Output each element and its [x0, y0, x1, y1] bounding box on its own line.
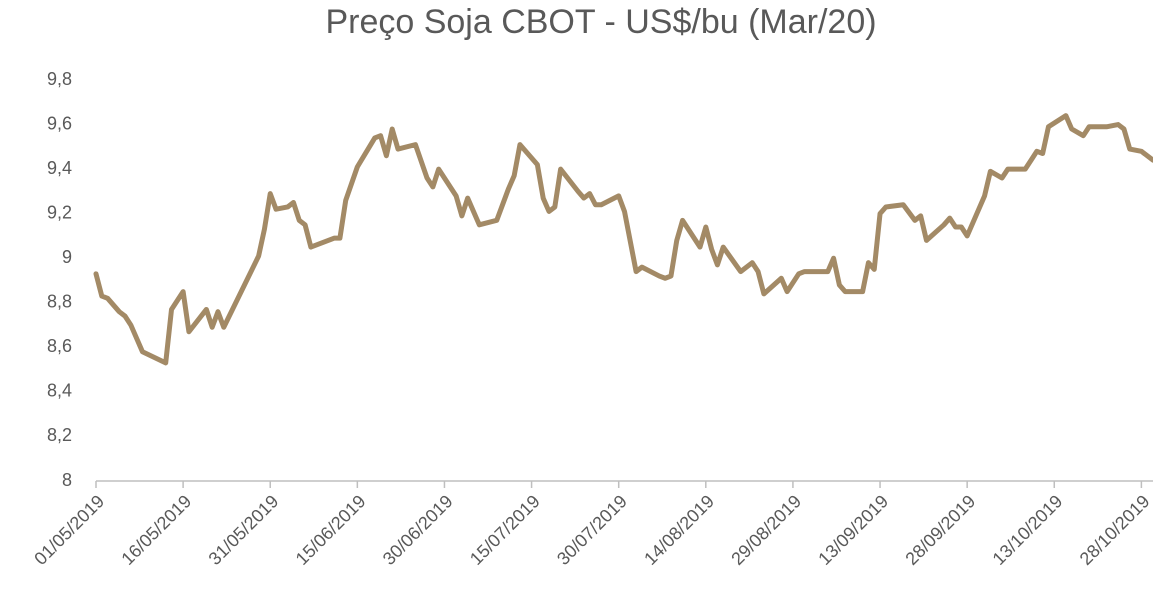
- y-tick-label: 9: [62, 247, 72, 267]
- x-tick-label: 29/08/2019: [727, 491, 805, 569]
- x-tick-label: 16/05/2019: [117, 491, 195, 569]
- x-tick-label: 28/10/2019: [1076, 491, 1153, 569]
- x-tick-label: 28/09/2019: [901, 491, 979, 569]
- y-tick-label: 8,6: [47, 336, 72, 356]
- x-tick-label: 14/08/2019: [640, 491, 718, 569]
- x-tick-label: 15/07/2019: [466, 491, 544, 569]
- x-tick-label: 15/06/2019: [292, 491, 370, 569]
- price-line: [93, 113, 1153, 366]
- y-tick-label: 8: [62, 470, 72, 490]
- y-tick-label: 9,4: [47, 158, 72, 178]
- y-tick-label: 9,8: [47, 69, 72, 89]
- chart-title: Preço Soja CBOT - US$/bu (Mar/20): [325, 3, 876, 41]
- x-tick-label: 13/10/2019: [989, 491, 1067, 569]
- y-tick-label: 9,6: [47, 113, 72, 133]
- y-tick-label: 9,2: [47, 202, 72, 222]
- x-tick-label: 01/05/2019: [30, 491, 108, 569]
- y-tick-label: 8,8: [47, 292, 72, 312]
- y-tick-label: 8,4: [47, 381, 72, 401]
- x-tick-label: 30/06/2019: [379, 491, 457, 569]
- y-tick-label: 8,2: [47, 425, 72, 445]
- x-tick-label: 30/07/2019: [553, 491, 631, 569]
- x-tick-label: 31/05/2019: [205, 491, 283, 569]
- x-tick-label: 13/09/2019: [814, 491, 892, 569]
